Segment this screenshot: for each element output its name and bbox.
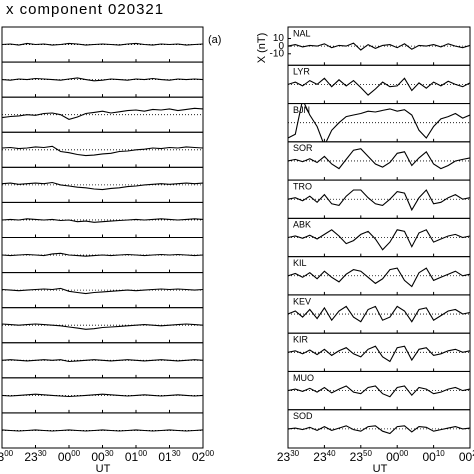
- y-tick-label: 0: [278, 41, 284, 52]
- trace: [2, 323, 203, 330]
- station-label: ABK: [293, 220, 311, 230]
- x-tick-label: 0200: [192, 449, 215, 464]
- tick-minute: 10: [436, 449, 445, 458]
- station-label: KIL: [293, 258, 307, 268]
- trace: [2, 107, 203, 120]
- x-tick-label: 0100: [125, 449, 148, 464]
- tick-minute: 20: [472, 449, 474, 458]
- tick-hour: 00: [58, 450, 72, 464]
- x-tick-label: 0030: [91, 449, 114, 464]
- tick-hour: 23: [350, 450, 364, 464]
- station-label: LYR: [293, 67, 310, 77]
- station-label: SOR: [293, 143, 313, 153]
- tick-hour: 00: [386, 450, 400, 464]
- trace: [2, 42, 203, 46]
- station-label: BJN: [293, 105, 310, 115]
- station-label: NAL: [293, 28, 311, 38]
- tick-minute: 30: [38, 449, 47, 458]
- trace: [288, 77, 470, 96]
- x-axis-label: UT: [373, 463, 388, 474]
- tick-hour: 00: [91, 450, 105, 464]
- y-tick-label: -10: [270, 48, 285, 59]
- trace: [288, 42, 470, 51]
- trace: [288, 267, 470, 288]
- y-tick-label: 10: [273, 33, 285, 44]
- tick-hour: 23: [24, 450, 38, 464]
- x-tick-label: 0000: [386, 449, 409, 464]
- tick-hour: 01: [158, 450, 172, 464]
- trace: [2, 145, 203, 157]
- tick-minute: 00: [399, 449, 408, 458]
- trace: [2, 218, 203, 223]
- x-tick-label: 2300: [0, 449, 14, 464]
- chart-title: x component 020321: [6, 1, 164, 18]
- trace: [2, 181, 203, 191]
- tick-hour: 23: [313, 450, 327, 464]
- x-tick-label: 0130: [158, 449, 181, 464]
- trace: [2, 393, 203, 398]
- trace: [288, 148, 470, 170]
- trace: [288, 103, 470, 142]
- trace: [288, 229, 470, 251]
- x-tick-label: 0000: [58, 449, 81, 464]
- tick-minute: 30: [290, 449, 299, 458]
- tick-hour: 01: [125, 450, 139, 464]
- station-label: MUO: [293, 373, 314, 383]
- station-label: KEV: [293, 296, 311, 306]
- trace: [288, 345, 470, 363]
- tick-minute: 30: [172, 449, 181, 458]
- y-axis-label: X (nT): [256, 33, 268, 64]
- trace: [2, 359, 203, 363]
- x-axis-label: UT: [96, 463, 111, 474]
- x-tick-label: 2330: [24, 449, 47, 464]
- tick-minute: 00: [205, 449, 214, 458]
- trace: [2, 77, 203, 82]
- tick-minute: 00: [71, 449, 80, 458]
- tick-minute: 30: [105, 449, 114, 458]
- x-tick-label: 2350: [350, 449, 373, 464]
- tick-minute: 40: [327, 449, 336, 458]
- tick-hour: 00: [459, 450, 473, 464]
- trace: [288, 385, 470, 398]
- x-tick-label: 0010: [422, 449, 445, 464]
- tick-hour: 23: [0, 450, 5, 464]
- station-label: TRO: [293, 181, 312, 191]
- tick-hour: 02: [192, 450, 206, 464]
- trace: [2, 429, 203, 432]
- panel-annotation: (a): [208, 34, 221, 46]
- tick-hour: 00: [422, 450, 436, 464]
- tick-minute: 00: [4, 449, 13, 458]
- trace: [288, 305, 470, 323]
- trace: [288, 189, 470, 212]
- trace: [2, 287, 203, 295]
- trace: [288, 425, 470, 435]
- tick-minute: 50: [363, 449, 372, 458]
- tick-hour: 23: [277, 450, 291, 464]
- station-label: KIR: [293, 335, 309, 345]
- tick-minute: 00: [138, 449, 147, 458]
- x-tick-label: 2330: [277, 449, 300, 464]
- x-tick-label: 2340: [313, 449, 336, 464]
- station-label: SOD: [293, 411, 313, 421]
- trace: [2, 252, 203, 257]
